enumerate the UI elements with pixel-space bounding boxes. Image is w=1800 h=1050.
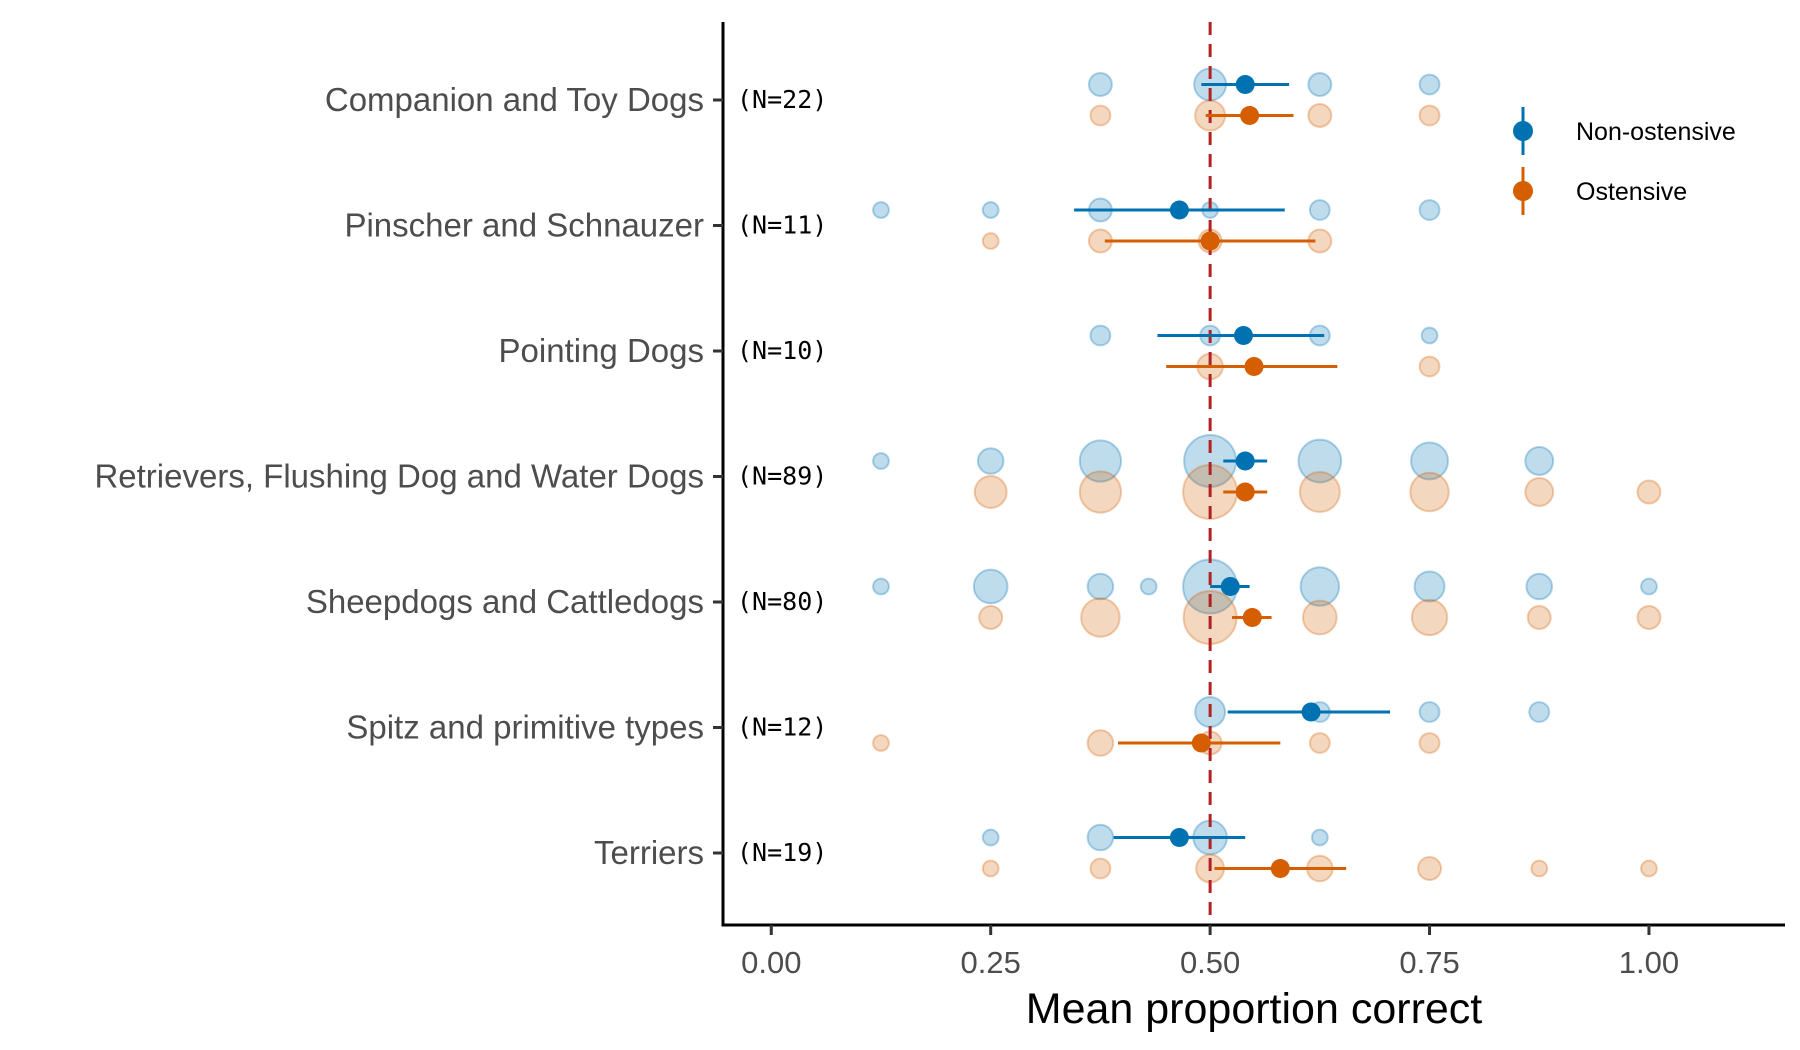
non-ostensive-data-bubble xyxy=(1640,577,1658,596)
sample-size-label: (N=80) xyxy=(737,587,827,616)
ostensive-data-bubble xyxy=(1086,729,1115,757)
ostensive-data-bubble xyxy=(1418,732,1441,754)
y-axis-ticks: Companion and Toy Dogs (N=22) Pinscher and… xyxy=(94,81,827,871)
non-ostensive-data-bubble xyxy=(1418,73,1441,96)
non-ostensive-data-bubble xyxy=(1087,72,1113,97)
non-ostensive-mean-point xyxy=(1235,75,1255,94)
ostensive-data-bubble xyxy=(1308,732,1331,754)
category-label: Retrievers, Flushing Dog and Water Dogs xyxy=(94,458,704,495)
legend-key-point xyxy=(1513,121,1533,141)
ostensive-data-bubble xyxy=(1526,605,1552,630)
non-ostensive-data-bubble xyxy=(1086,823,1115,852)
ostensive-data-bubble xyxy=(1078,470,1123,514)
non-ostensive-data-bubble xyxy=(981,201,1000,219)
ostensive-data-bubble xyxy=(1417,856,1443,881)
non-ostensive-data-bubble xyxy=(981,828,1000,847)
non-ostensive-mean-point xyxy=(1169,200,1189,220)
ostensive-mean-point xyxy=(1270,859,1290,878)
ostensive-data-bubble xyxy=(981,859,1000,878)
legend-key-point xyxy=(1513,181,1533,201)
non-ostensive-data-bubble xyxy=(1410,441,1450,481)
ostensive-data-bubble xyxy=(1089,104,1112,127)
mean-ci-layer xyxy=(1074,75,1391,878)
non-ostensive-data-bubble xyxy=(1297,438,1343,484)
ostensive-mean-point xyxy=(1242,608,1262,627)
bubble-layer xyxy=(872,67,1662,884)
non-ostensive-data-bubble xyxy=(1524,446,1555,476)
non-ostensive-data-bubble xyxy=(1089,324,1112,347)
sample-size-label: (N=12) xyxy=(737,713,827,742)
ostensive-mean-point xyxy=(1200,231,1220,251)
ostensive-data-bubble xyxy=(1418,355,1441,378)
category-label: Sheepdogs and Cattledogs xyxy=(306,583,704,620)
category-label: Spitz and primitive types xyxy=(346,709,704,746)
ostensive-data-bubble xyxy=(1080,597,1121,638)
non-ostensive-data-bubble xyxy=(1420,326,1439,345)
non-ostensive-data-bubble xyxy=(872,452,890,470)
non-ostensive-data-bubble xyxy=(1139,577,1158,596)
legend: Non-ostensive Ostensive xyxy=(1513,107,1736,215)
non-ostensive-data-bubble xyxy=(1310,828,1329,847)
ostensive-data-bubble xyxy=(872,734,890,752)
x-tick-label: 0.50 xyxy=(1180,945,1240,980)
ostensive-data-bubble xyxy=(1307,103,1333,128)
non-ostensive-data-bubble xyxy=(976,447,1005,475)
ostensive-data-bubble xyxy=(973,475,1008,509)
sample-size-label: (N=22) xyxy=(737,85,827,114)
sample-size-label: (N=10) xyxy=(737,336,827,365)
category-label: Pinscher and Schnauzer xyxy=(344,207,704,244)
category-label: Companion and Toy Dogs xyxy=(325,81,704,118)
x-tick-label: 0.75 xyxy=(1399,945,1459,980)
non-ostensive-data-bubble xyxy=(1307,72,1333,97)
ostensive-data-bubble xyxy=(1298,471,1341,513)
non-ostensive-mean-point xyxy=(1233,326,1253,345)
non-ostensive-data-bubble xyxy=(1413,570,1446,603)
legend-label: Non-ostensive xyxy=(1576,118,1736,146)
non-ostensive-data-bubble xyxy=(1528,701,1551,723)
non-ostensive-data-bubble xyxy=(1308,199,1331,221)
non-ostensive-mean-point xyxy=(1220,577,1240,596)
x-tick-label: 0.25 xyxy=(961,945,1021,980)
ostensive-mean-point xyxy=(1244,357,1264,376)
ostensive-mean-point xyxy=(1235,482,1255,502)
ostensive-mean-point xyxy=(1191,733,1211,753)
non-ostensive-data-bubble xyxy=(872,577,890,596)
ostensive-data-bubble xyxy=(978,605,1004,630)
non-ostensive-data-bubble xyxy=(1086,572,1115,601)
non-ostensive-mean-point xyxy=(1301,702,1321,722)
category-label: Terriers xyxy=(594,834,704,871)
non-ostensive-data-bubble xyxy=(1418,701,1441,723)
ostensive-data-bubble xyxy=(1640,859,1658,878)
sample-size-label: (N=89) xyxy=(737,462,827,491)
sample-size-label: (N=19) xyxy=(737,838,827,867)
ostensive-data-bubble xyxy=(1301,599,1338,636)
ostensive-data-bubble xyxy=(1410,598,1449,637)
ostensive-data-bubble xyxy=(981,232,1000,250)
non-ostensive-data-bubble xyxy=(1299,566,1341,607)
ostensive-mean-point xyxy=(1240,106,1260,125)
non-ostensive-data-bubble xyxy=(1078,439,1123,483)
non-ostensive-mean-point xyxy=(1235,451,1255,471)
non-ostensive-data-bubble xyxy=(972,568,1009,605)
ostensive-data-bubble xyxy=(1636,479,1662,505)
ostensive-data-bubble xyxy=(1089,857,1112,880)
ostensive-data-bubble xyxy=(1530,859,1549,878)
ostensive-data-bubble xyxy=(1524,477,1555,507)
x-tick-label: 0.00 xyxy=(741,945,801,980)
ostensive-data-bubble xyxy=(1409,471,1450,513)
x-tick-label: 1.00 xyxy=(1619,945,1679,980)
ostensive-data-bubble xyxy=(1636,605,1662,630)
x-axis-title: Mean proportion correct xyxy=(1026,985,1483,1033)
x-axis-ticks: 0.00 0.25 0.50 0.75 1.00 xyxy=(741,925,1679,980)
sample-size-label: (N=11) xyxy=(737,211,827,240)
legend-label: Ostensive xyxy=(1576,178,1687,206)
ostensive-data-bubble xyxy=(1418,104,1441,127)
non-ostensive-data-bubble xyxy=(872,201,890,219)
non-ostensive-data-bubble xyxy=(1525,572,1554,601)
category-label: Pointing Dogs xyxy=(499,332,704,369)
non-ostensive-mean-point xyxy=(1169,828,1189,847)
non-ostensive-data-bubble xyxy=(1418,199,1441,221)
